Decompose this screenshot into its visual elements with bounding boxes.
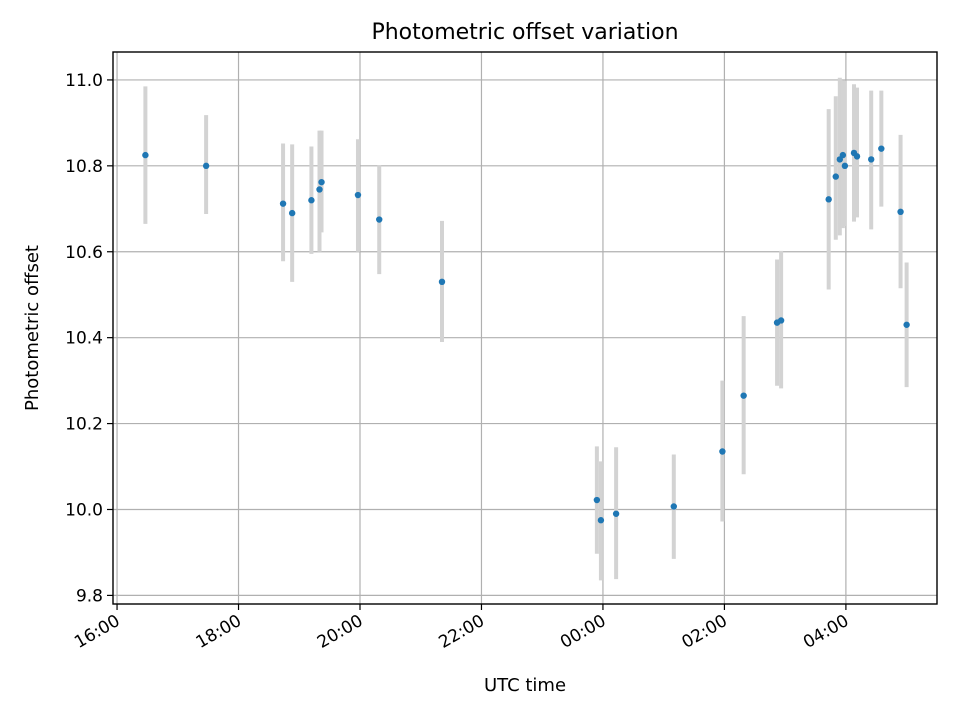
data-point xyxy=(903,321,910,328)
data-point xyxy=(354,191,362,199)
error-bars xyxy=(143,77,909,581)
y-tick-label: 9.8 xyxy=(76,586,103,606)
x-axis-label: UTC time xyxy=(484,675,566,696)
data-point xyxy=(597,517,605,524)
data-point xyxy=(202,162,210,170)
grid xyxy=(113,52,937,604)
data-point xyxy=(318,178,325,186)
data-point xyxy=(832,173,839,180)
x-tick-label: 22:00 xyxy=(436,611,488,653)
data-point xyxy=(897,208,904,216)
x-tick-label: 20:00 xyxy=(314,611,366,653)
x-tick-labels: 16:00 18:00 20:00 22:00 00:00 02:00 04:00 xyxy=(71,611,852,653)
data-point xyxy=(593,496,601,504)
y-tick-label: 10.8 xyxy=(65,157,103,177)
data-point xyxy=(839,151,847,159)
data-point xyxy=(288,209,296,217)
data-point xyxy=(740,392,747,399)
y-tick-label: 10.6 xyxy=(65,243,103,263)
plot-area-frame xyxy=(112,51,938,605)
data-point xyxy=(376,216,383,223)
x-tick-label: 16:00 xyxy=(71,611,123,653)
data-point xyxy=(670,503,678,510)
y-tick-label: 10.0 xyxy=(65,500,103,520)
x-tick-label: 02:00 xyxy=(678,611,730,653)
y-axis-label: Photometric offset xyxy=(22,245,43,411)
data-point xyxy=(279,200,287,207)
data-point xyxy=(316,186,323,193)
data-point xyxy=(841,162,849,170)
data-point xyxy=(825,196,832,203)
x-tick-label: 04:00 xyxy=(800,611,852,653)
y-tick-label: 10.4 xyxy=(65,329,103,349)
data-point xyxy=(612,510,620,517)
chart-title: Photometric offset variation xyxy=(371,20,678,45)
data-point xyxy=(308,197,315,204)
data-point xyxy=(868,156,875,163)
y-tick-label: 10.2 xyxy=(65,415,103,435)
y-tick-labels: 9.8 10.0 10.2 10.4 10.6 10.8 11.0 xyxy=(65,71,103,606)
data-point xyxy=(853,153,861,160)
y-tick-label: 11.0 xyxy=(65,71,103,91)
data-point xyxy=(719,448,726,455)
data-point xyxy=(878,145,885,152)
axis-ticks xyxy=(107,79,847,610)
x-tick-label: 18:00 xyxy=(193,611,245,653)
x-tick-label: 00:00 xyxy=(557,611,609,653)
data-point xyxy=(142,151,149,159)
data-point xyxy=(438,278,446,286)
data-point xyxy=(777,317,785,324)
data-points xyxy=(142,145,910,524)
